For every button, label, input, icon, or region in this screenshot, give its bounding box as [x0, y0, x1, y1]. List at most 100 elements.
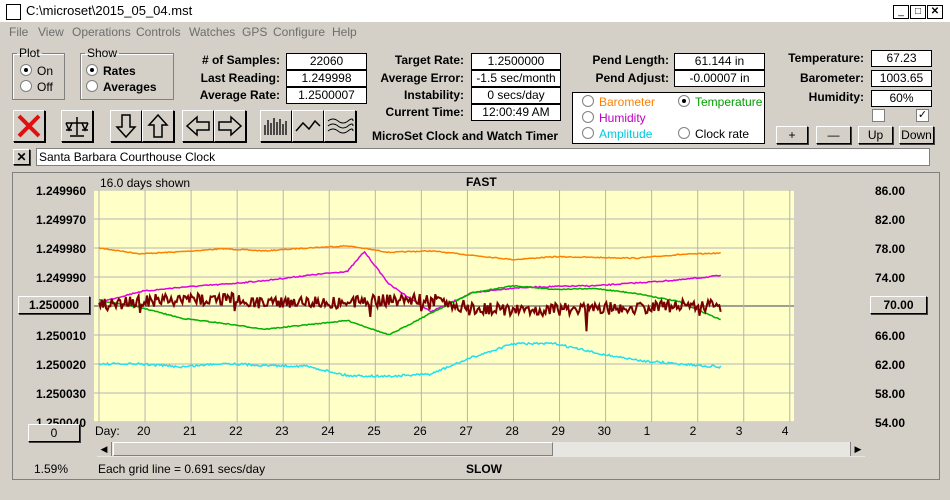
scroll-right-arrow-icon[interactable]: ▶: [850, 442, 865, 456]
arrow-right-icon: [218, 115, 243, 137]
day-tick-label: 20: [137, 424, 151, 438]
radio-icon: [582, 111, 594, 123]
multi-wave-icon: [327, 118, 354, 134]
left-axis-center-button[interactable]: 1.250000: [18, 296, 90, 314]
app-icon[interactable]: [6, 4, 21, 20]
sensor-select-panel: [572, 92, 765, 144]
menu-gps[interactable]: GPS: [242, 25, 268, 39]
humidity-label: Humidity:: [808, 90, 864, 104]
target-rate-value[interactable]: 1.2500000: [471, 53, 561, 70]
day-tick-label: 21: [183, 424, 197, 438]
stop-button[interactable]: [13, 110, 45, 142]
pend-length-value[interactable]: 61.144 in: [674, 53, 765, 70]
current-time-label: Current Time:: [385, 105, 464, 119]
series-line-amplitude: [98, 341, 722, 378]
day-tick-label: 29: [551, 424, 565, 438]
average-error-value: -1.5 sec/month: [471, 70, 561, 87]
left-checkbox[interactable]: [872, 109, 885, 122]
right-tick-label: 74.00: [875, 271, 906, 285]
temperature-radio[interactable]: Temperature: [678, 95, 762, 109]
minimize-button[interactable]: _: [893, 5, 909, 19]
balance-button[interactable]: [61, 110, 93, 142]
day-tick-label: 28: [505, 424, 519, 438]
scale-minus-button[interactable]: —: [816, 126, 851, 144]
last-reading-label: Last Reading:: [200, 71, 280, 85]
humidity-value: 60%: [871, 90, 932, 107]
barometer-radio[interactable]: Barometer: [582, 95, 655, 109]
clock-rate-radio[interactable]: Clock rate: [678, 127, 749, 141]
menu-file[interactable]: File: [9, 25, 29, 39]
down-arrow-button[interactable]: [110, 110, 142, 142]
menu-bar: File View Operations Controls Watches GP…: [0, 22, 950, 42]
radio-icon: [20, 80, 32, 92]
pend-adjust-value: -0.00007 in: [674, 70, 765, 87]
plot-group-legend: Plot: [19, 46, 40, 60]
right-checkbox[interactable]: ✓: [916, 109, 929, 122]
day-tick-label: 27: [459, 424, 473, 438]
temperature-label: Temperature:: [788, 51, 864, 65]
amplitude-radio[interactable]: Amplitude: [582, 127, 652, 141]
show-averages-radio[interactable]: Averages: [86, 80, 157, 94]
samples-value: 22060: [286, 53, 367, 70]
average-error-label: Average Error:: [380, 71, 464, 85]
day-tick-label: 25: [367, 424, 381, 438]
clock-name-field[interactable]: Santa Barbara Courthouse Clock: [36, 148, 930, 166]
close-window-button[interactable]: ✕: [927, 5, 943, 19]
show-rates-radio[interactable]: Rates: [86, 64, 136, 78]
radio-icon: [678, 127, 690, 139]
bottom-left-button[interactable]: 0: [28, 424, 80, 442]
scale-plus-button[interactable]: +: [776, 126, 808, 144]
right-tick-label: 62.00: [875, 358, 906, 372]
left-tick-label: 1.249980: [35, 242, 86, 256]
series-line-clock-rate: [98, 290, 722, 332]
right-tick-label: 66.00: [875, 329, 906, 343]
right-axis-center-button[interactable]: 70.00: [870, 296, 927, 314]
instability-value: 0 secs/day: [471, 87, 561, 104]
right-arrow-button[interactable]: [214, 110, 246, 142]
slow-label: SLOW: [466, 462, 502, 476]
scroll-down-button[interactable]: Down: [899, 126, 934, 144]
line-graph-button[interactable]: [292, 110, 324, 142]
left-arrow-button[interactable]: [182, 110, 214, 142]
up-arrow-button[interactable]: [142, 110, 174, 142]
horizontal-scrollbar[interactable]: ◀ ▶: [96, 441, 866, 458]
series-line-temperature: [98, 284, 721, 336]
day-tick-label: 4: [781, 424, 789, 438]
clear-clock-button[interactable]: ✕: [13, 149, 30, 165]
scroll-thumb[interactable]: [113, 442, 553, 456]
day-tick-label: 26: [413, 424, 427, 438]
humidity-radio[interactable]: Humidity: [582, 111, 646, 125]
menu-configure[interactable]: Configure: [273, 25, 326, 39]
menu-watches[interactable]: Watches: [189, 25, 236, 39]
day-tick-label: 22: [229, 424, 243, 438]
scroll-up-button[interactable]: Up: [858, 126, 893, 144]
day-tick-label: 24: [321, 424, 335, 438]
radio-icon: [582, 95, 594, 107]
arrow-left-icon: [185, 115, 210, 137]
bar-graph-button[interactable]: [260, 110, 292, 142]
pend-adjust-label: Pend Adjust:: [595, 71, 669, 85]
plot-off-radio[interactable]: Off: [20, 80, 53, 94]
radio-selected-icon: [20, 64, 32, 76]
menu-operations[interactable]: Operations: [72, 25, 131, 39]
bar-graph-icon: [264, 118, 287, 135]
menu-help[interactable]: Help: [332, 25, 357, 39]
plot-on-radio[interactable]: On: [20, 64, 53, 78]
scroll-left-arrow-icon[interactable]: ◀: [97, 442, 112, 456]
plot-group: Plot: [12, 46, 65, 100]
wave-graph-button[interactable]: [324, 110, 356, 142]
arrow-down-icon: [115, 114, 137, 139]
menu-controls[interactable]: Controls: [136, 25, 181, 39]
barometer-value: 1003.65: [871, 70, 932, 87]
day-tick-label: 2: [689, 424, 697, 438]
menu-view[interactable]: View: [38, 25, 64, 39]
window-title: C:\microset\2015_05_04.mst: [26, 3, 193, 18]
radio-selected-icon: [86, 64, 98, 76]
maximize-button[interactable]: □: [910, 5, 926, 19]
left-tick-label: 1.250010: [35, 329, 86, 343]
left-tick-label: 1.250020: [35, 358, 86, 372]
last-reading-value: 1.249998: [286, 70, 367, 87]
left-tick-label: 1.249990: [35, 271, 86, 285]
left-tick-label: 1.249970: [35, 213, 86, 227]
average-rate-label: Average Rate:: [199, 88, 280, 102]
